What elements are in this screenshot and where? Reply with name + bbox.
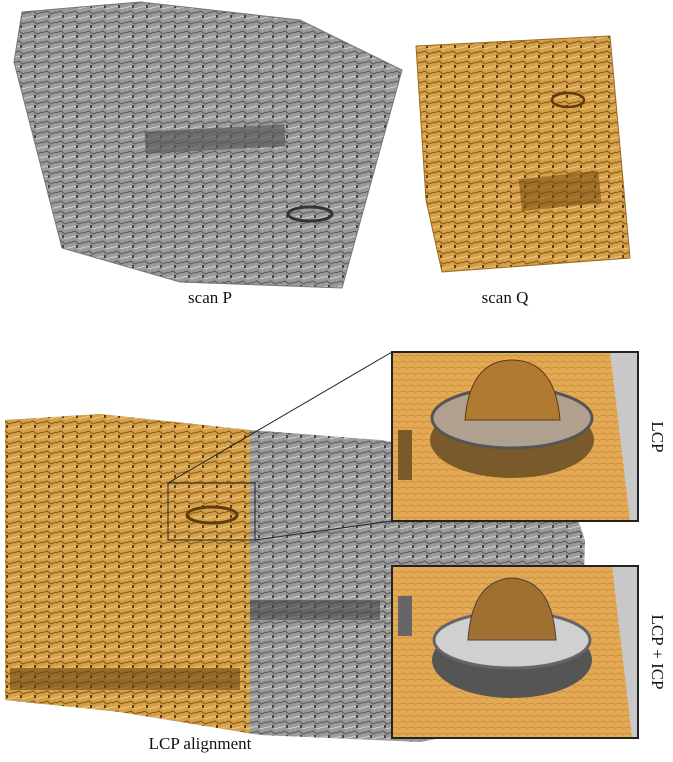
scan-q-wall (518, 170, 602, 212)
inset-bottom-label: LCP + ICP (648, 614, 667, 689)
alignment-label: LCP alignment (149, 734, 252, 753)
inset-dome (467, 577, 557, 641)
scan-q-ring (550, 91, 586, 109)
zoom-line (167, 351, 393, 484)
inset-pillar (398, 596, 412, 636)
scan-q-surface (415, 35, 631, 273)
aligned-wall (10, 668, 240, 690)
scan-q-label: scan Q (482, 288, 529, 307)
inset-frame (391, 351, 639, 522)
inset-dome (464, 359, 561, 421)
aligned-orange (5, 414, 250, 734)
zoom-line (254, 520, 393, 541)
aligned-wall-gray (250, 600, 380, 620)
scan-p-label: scan P (188, 288, 232, 307)
inset-strip (612, 566, 638, 738)
scan-p-ring (286, 205, 334, 223)
inset-frame (391, 565, 639, 739)
inset-pillar (398, 430, 412, 480)
inset-top-label: LCP (648, 421, 667, 452)
scan-p-wall (144, 124, 286, 154)
zoom-ring (185, 505, 239, 525)
inset-strip (610, 352, 638, 521)
zoom-box (167, 482, 256, 541)
